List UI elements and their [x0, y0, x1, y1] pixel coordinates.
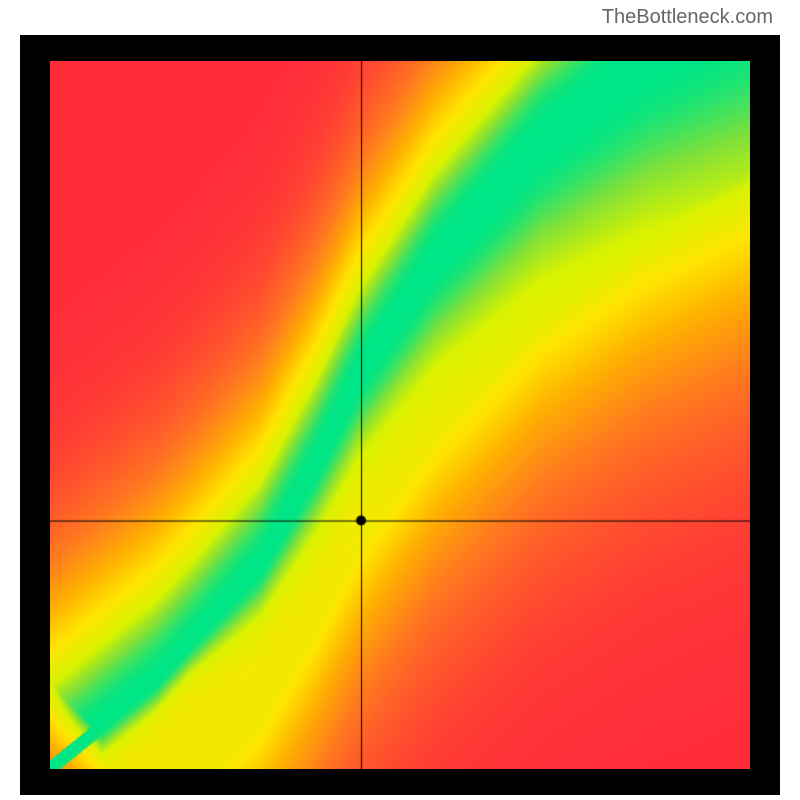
heatmap-canvas	[50, 61, 750, 769]
watermark-text: TheBottleneck.com	[602, 6, 773, 29]
bottleneck-heatmap	[20, 35, 780, 795]
